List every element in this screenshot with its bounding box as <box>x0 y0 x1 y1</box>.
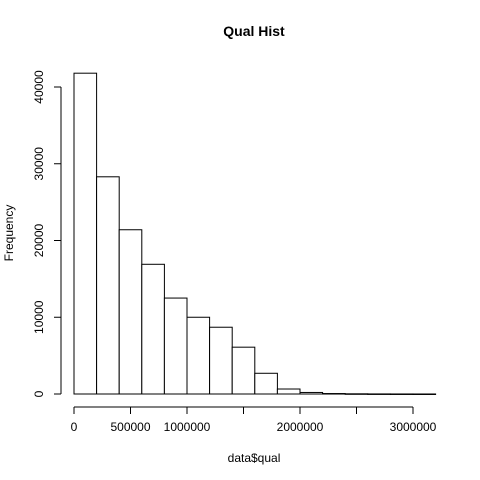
y-tick-label-0: 0 <box>32 390 46 397</box>
chart-title: Qual Hist <box>223 23 285 39</box>
y-tick-label-1: 10000 <box>32 300 46 334</box>
x-tick-label-4: 2000000 <box>277 420 324 434</box>
histogram-bar-9 <box>276 388 301 395</box>
bars-group <box>73 72 437 395</box>
histogram-bar-3 <box>141 263 165 395</box>
histogram-bar-11 <box>322 393 346 395</box>
histogram-bar-15 <box>412 393 437 395</box>
histogram-bar-14 <box>389 393 414 395</box>
histogram-bar-0 <box>73 72 98 395</box>
histogram-bar-7 <box>231 346 256 395</box>
histogram-bar-12 <box>344 393 369 395</box>
histogram-bar-10 <box>299 391 324 395</box>
histogram-bar-4 <box>163 297 188 395</box>
x-tick-label-2: 1000000 <box>164 420 211 434</box>
y-axis: 0 10000 20000 30000 40000 <box>32 70 62 397</box>
histogram-bar-6 <box>209 326 233 395</box>
x-tick-label-1: 500000 <box>110 420 150 434</box>
histogram-bar-5 <box>186 316 211 395</box>
x-axis: 0 500000 1000000 2000000 3000000 <box>71 406 437 434</box>
histogram-bar-2 <box>118 229 143 395</box>
x-axis-label: data$qual <box>228 451 281 465</box>
x-tick-label-6: 3000000 <box>390 420 437 434</box>
y-tick-label-3: 30000 <box>32 147 46 181</box>
y-tick-label-2: 20000 <box>32 223 46 257</box>
y-tick-label-4: 40000 <box>32 70 46 104</box>
histogram-bar-1 <box>96 176 120 395</box>
y-axis-label: Frequency <box>2 205 16 262</box>
x-tick-label-0: 0 <box>71 420 78 434</box>
histogram-bar-8 <box>254 372 278 395</box>
histogram-bar-13 <box>367 393 391 395</box>
